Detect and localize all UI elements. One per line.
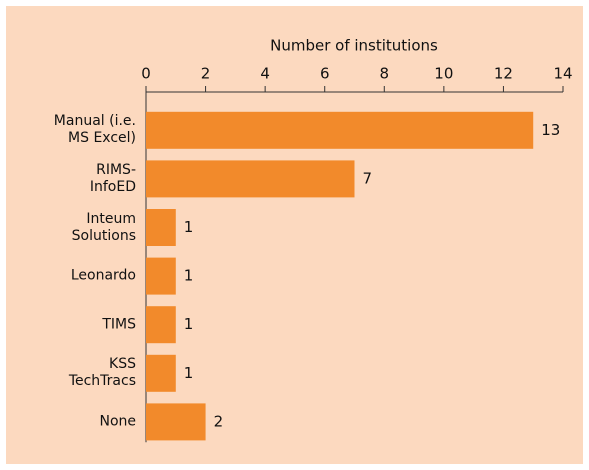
value-label: 1: [184, 364, 194, 382]
bar: [146, 111, 534, 149]
x-tick-label: 4: [260, 65, 270, 83]
axis-title: Number of institutions: [270, 37, 438, 55]
x-tick-label: 12: [494, 65, 513, 83]
value-label: 1: [184, 315, 194, 333]
value-label: 7: [363, 169, 373, 187]
y-tick-label: Inteum Solutions: [71, 210, 136, 244]
chart-background: [6, 6, 583, 464]
bar: [146, 306, 176, 344]
value-label: 2: [214, 412, 224, 430]
x-tick-label: 10: [434, 65, 453, 83]
bar: [146, 209, 176, 246]
value-label: 13: [541, 121, 560, 139]
y-tick-label: KSS TechTracs: [68, 356, 136, 390]
x-tick-label: 2: [201, 65, 211, 83]
bar: [146, 354, 176, 392]
value-label: 1: [184, 218, 194, 236]
x-tick-label: 6: [320, 65, 330, 83]
x-tick-label: 8: [380, 65, 390, 83]
y-tick-label: Leonardo: [70, 267, 136, 284]
y-tick-label: None: [99, 413, 136, 430]
y-tick-label: TIMS: [102, 316, 136, 333]
x-tick-label: 14: [553, 65, 572, 83]
bar: [146, 257, 176, 295]
bar: [146, 160, 355, 198]
value-label: 1: [184, 267, 194, 285]
x-tick-label: 0: [141, 65, 151, 83]
y-tick-label: Manual (i.e. MS Excel): [53, 113, 136, 147]
bar: [146, 403, 206, 441]
y-tick-label: RIMS- InfoED: [89, 161, 136, 195]
